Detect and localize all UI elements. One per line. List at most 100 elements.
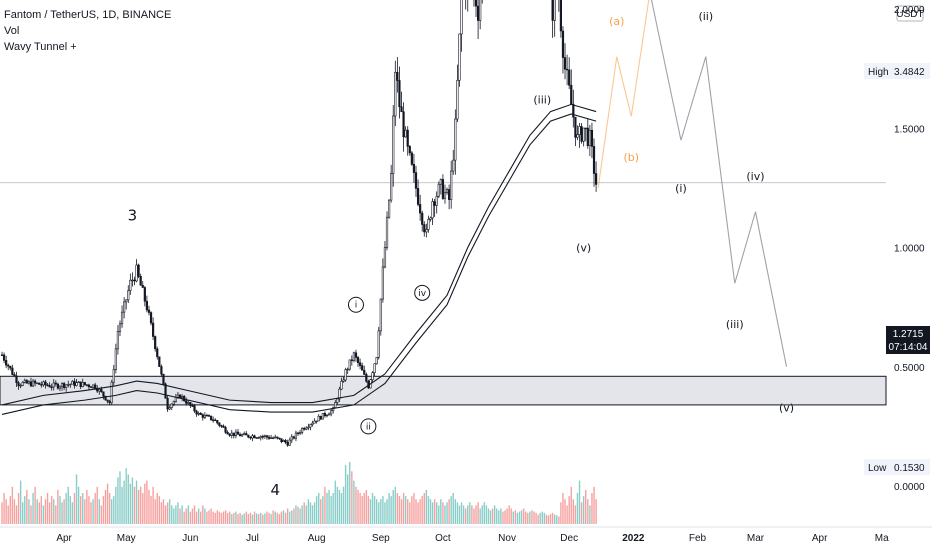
- wave-label: (v): [779, 401, 794, 414]
- volume-bar: [133, 486, 136, 524]
- volume-bar: [549, 514, 552, 524]
- candle-body: [42, 381, 45, 386]
- volume-bar: [82, 493, 84, 524]
- indicator-vol[interactable]: Vol: [4, 25, 20, 37]
- candle-body: [588, 129, 591, 147]
- candle-body: [348, 359, 351, 370]
- volume-bar: [173, 508, 175, 524]
- volume-bar: [280, 511, 283, 524]
- volume-bar: [79, 496, 82, 524]
- candle-body: [371, 372, 374, 381]
- volume-bar: [574, 505, 577, 524]
- candle-body: [44, 381, 47, 386]
- volume-bar: [485, 505, 488, 524]
- candle-body: [125, 299, 128, 303]
- volume-bar: [423, 493, 425, 524]
- volume-bar: [123, 480, 125, 524]
- candle-body: [238, 434, 242, 437]
- candle-body: [224, 427, 227, 433]
- candle-body: [158, 356, 161, 367]
- volume-bar: [185, 508, 187, 524]
- wave-label-text: 3: [128, 206, 138, 224]
- volume-bar: [450, 496, 452, 524]
- volume-bar: [1, 502, 3, 524]
- volume-bar: [444, 505, 446, 524]
- volume-bar: [433, 499, 436, 524]
- candle-body: [385, 216, 389, 248]
- currency-badge[interactable]: USDT: [896, 5, 924, 22]
- volume-bar: [237, 514, 239, 524]
- volume-bar: [154, 499, 156, 524]
- candle-body: [303, 428, 306, 430]
- candle-body: [11, 367, 14, 375]
- candle-body: [479, 0, 482, 21]
- candle-body: [334, 402, 337, 408]
- wavy-tunnel-line-2: [1, 113, 597, 415]
- volume-bar: [407, 499, 409, 524]
- volume-bar: [189, 511, 192, 524]
- candle-body: [592, 146, 596, 174]
- volume-bar: [469, 502, 471, 524]
- low-label: Low: [868, 463, 887, 474]
- volume-bar: [229, 511, 231, 524]
- volume-bar: [369, 499, 372, 524]
- candle-body: [48, 385, 51, 388]
- volume-bar: [146, 480, 148, 524]
- indicator-wavy-tunnel[interactable]: Wavy Tunnel +: [4, 41, 77, 53]
- volume-bar: [293, 508, 295, 524]
- volume-bar: [183, 511, 185, 524]
- volume-bar: [148, 489, 150, 524]
- volume-bar: [127, 474, 129, 524]
- support-zone: [0, 375, 887, 406]
- candle-body: [292, 436, 295, 439]
- candles-layer: [0, 0, 598, 447]
- candle-body: [187, 402, 190, 404]
- candle-body: [313, 420, 316, 424]
- candle-body: [106, 399, 109, 402]
- candle-body: [584, 127, 587, 130]
- wave-label-text: (iii): [533, 94, 551, 107]
- candle-body: [245, 433, 248, 436]
- candle-body: [352, 352, 356, 361]
- volume-bar: [489, 510, 492, 524]
- volume-bar: [388, 493, 390, 524]
- volume-bar: [181, 505, 183, 524]
- candle-body: [25, 380, 28, 384]
- volume-bar: [137, 489, 140, 524]
- volume-bar: [328, 489, 330, 524]
- candle-body: [278, 437, 281, 440]
- wave-label: (iii): [533, 94, 551, 107]
- volume-bar: [326, 493, 328, 524]
- volume-bar: [309, 502, 312, 524]
- chart-title[interactable]: Fantom / TetherUS, 1D, BINANCE: [4, 9, 172, 21]
- low-marker: Low 0.1530: [864, 459, 930, 475]
- candle-body: [439, 179, 442, 185]
- candle-body: [218, 422, 221, 426]
- volume-bar: [160, 502, 163, 524]
- price-tick-label: 1.5000: [894, 124, 925, 135]
- candle-body: [327, 413, 331, 416]
- volume-bar: [448, 499, 450, 524]
- volume-bar: [166, 502, 169, 524]
- volume-bar: [537, 514, 539, 524]
- volume-bar: [187, 505, 189, 524]
- volume-bar: [508, 505, 510, 524]
- volume-bar: [351, 471, 353, 524]
- candle-body: [241, 434, 244, 437]
- currency-label: USDT: [896, 9, 923, 20]
- volume-bar: [338, 489, 341, 524]
- candle-body: [149, 312, 153, 324]
- volume-bar: [320, 499, 322, 524]
- candle-body: [425, 229, 428, 233]
- volume-bar: [131, 477, 134, 524]
- candle-body: [222, 425, 225, 428]
- volume-bar: [139, 486, 142, 524]
- time-tick-label: Apr: [812, 533, 828, 544]
- high-marker: High 3.4842: [864, 63, 930, 79]
- volume-bar: [210, 508, 212, 524]
- volume-bar: [13, 499, 16, 524]
- candle-body: [197, 412, 200, 415]
- volume-bar: [119, 471, 121, 524]
- volume-bar: [135, 480, 138, 524]
